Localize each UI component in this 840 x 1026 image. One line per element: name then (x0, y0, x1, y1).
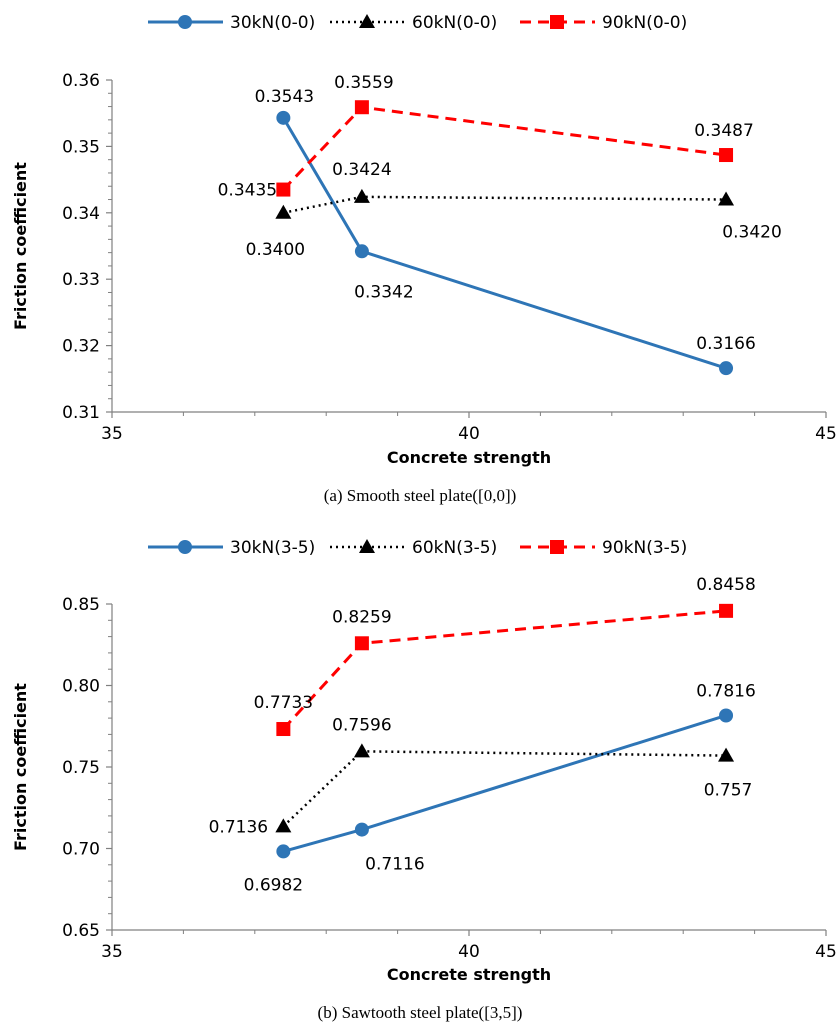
chart-panel-b: 0.65 0.70 0.75 0.80 0.85 35 40 45 Concrete stren… (11, 538, 837, 1022)
y-tick-label: 0.31 (62, 403, 100, 423)
legend-item: 30kN(0-0) (148, 13, 315, 33)
x-tick-label: 40 (458, 942, 480, 962)
data-label: 0.7596 (332, 715, 391, 735)
data-point-marker (719, 603, 734, 618)
data-point-marker (719, 361, 734, 376)
data-point-marker (354, 100, 369, 115)
series-30kN(0-0): 0.3543 0.3342 0.3166 (255, 87, 756, 376)
y-tick-label: 0.35 (62, 137, 100, 157)
y-axis-title: Friction coefficient (11, 683, 30, 851)
series-line (282, 714, 727, 853)
y-tick-label: 0.85 (62, 595, 100, 615)
data-point-marker (550, 540, 564, 554)
series-line (282, 609, 727, 731)
y-tick-label: 0.80 (62, 677, 100, 697)
series-90kN(0-0): 0.3435 0.3559 0.3487 (218, 73, 754, 200)
y-tick-label: 0.36 (62, 71, 100, 91)
y-tick-label: 0.75 (62, 758, 100, 778)
data-point-marker (275, 204, 292, 219)
legend-item: 60kN(3-5) (330, 538, 497, 558)
legend-label: 90kN(0-0) (602, 13, 687, 33)
legend-item: 90kN(3-5) (520, 538, 687, 558)
data-point-marker (359, 539, 375, 553)
data-point-marker (359, 14, 375, 28)
chart-panel-a: 0.31 0.32 0.33 0.34 0.35 0.36 35 40 45 Concrete s… (11, 13, 837, 505)
data-label: 0.7733 (254, 693, 313, 713)
data-point-marker (276, 844, 291, 859)
data-label: 0.7116 (365, 855, 424, 875)
data-point-marker (353, 743, 370, 758)
data-label: 0.757 (704, 781, 753, 801)
data-point-marker (719, 708, 734, 723)
data-label: 0.3543 (255, 87, 314, 107)
data-label: 0.6982 (244, 875, 303, 895)
data-label: 0.3166 (696, 334, 755, 354)
data-point-marker (550, 15, 564, 29)
data-point-marker (276, 110, 291, 125)
data-label: 0.3342 (354, 282, 413, 302)
data-point-marker (718, 747, 735, 762)
x-tick-label: 45 (815, 942, 837, 962)
series-60kN(3-5): 0.7136 0.7596 0.757 (209, 715, 753, 837)
y-tick-label: 0.34 (62, 204, 100, 224)
data-point-marker (178, 15, 192, 29)
data-point-marker (719, 148, 734, 163)
series-30kN(3-5): 0.6982 0.7116 0.7816 (244, 681, 756, 895)
legend-item: 30kN(3-5) (148, 538, 315, 558)
data-point-marker (718, 191, 735, 206)
data-label: 0.3487 (694, 121, 753, 141)
data-point-marker (353, 188, 370, 203)
legend-label: 60kN(3-5) (412, 538, 497, 558)
legend-label: 60kN(0-0) (412, 13, 497, 33)
legend-item: 90kN(0-0) (520, 13, 687, 33)
x-tick-label: 45 (815, 424, 837, 444)
series-90kN(3-5): 0.7733 0.8259 0.8458 (254, 575, 756, 737)
data-point-marker (276, 182, 291, 197)
data-label: 0.3420 (722, 223, 781, 243)
figure-caption: (b) Sawtooth steel plate([3,5]) (318, 1003, 523, 1022)
figure-caption: (a) Smooth steel plate([0,0]) (324, 486, 517, 505)
x-axis-title: Concrete strength (387, 965, 551, 984)
series-line (282, 117, 727, 370)
data-label: 0.7816 (696, 681, 755, 701)
data-point-marker (276, 722, 291, 737)
data-point-marker (275, 818, 292, 833)
y-axis-title: Friction coefficient (11, 162, 30, 330)
x-tick-label: 35 (101, 942, 123, 962)
x-tick-label: 40 (458, 424, 480, 444)
data-label: 0.8259 (332, 607, 391, 627)
data-point-marker (354, 822, 369, 837)
data-label: 0.3559 (334, 73, 393, 93)
y-tick-label: 0.33 (62, 270, 100, 290)
data-point-marker (354, 244, 369, 259)
legend-label: 30kN(3-5) (230, 538, 315, 558)
legend-label: 90kN(3-5) (602, 538, 687, 558)
x-axis-title: Concrete strength (387, 448, 551, 467)
y-tick-label: 0.70 (62, 840, 100, 860)
data-point-marker (178, 540, 192, 554)
data-label: 0.7136 (209, 817, 268, 837)
y-tick-label: 0.32 (62, 337, 100, 357)
legend-item: 60kN(0-0) (330, 13, 497, 33)
series-line (282, 750, 727, 828)
x-tick-label: 35 (101, 424, 123, 444)
y-tick-label: 0.65 (62, 921, 100, 941)
data-label: 0.3400 (246, 240, 305, 260)
legend-label: 30kN(0-0) (230, 13, 315, 33)
data-label: 0.3424 (332, 160, 391, 180)
data-label: 0.8458 (696, 575, 755, 595)
data-label: 0.3435 (218, 181, 277, 201)
series-60kN(0-0): 0.3400 0.3424 0.3420 (246, 160, 782, 260)
data-point-marker (354, 636, 369, 651)
series-line (283, 195, 727, 215)
